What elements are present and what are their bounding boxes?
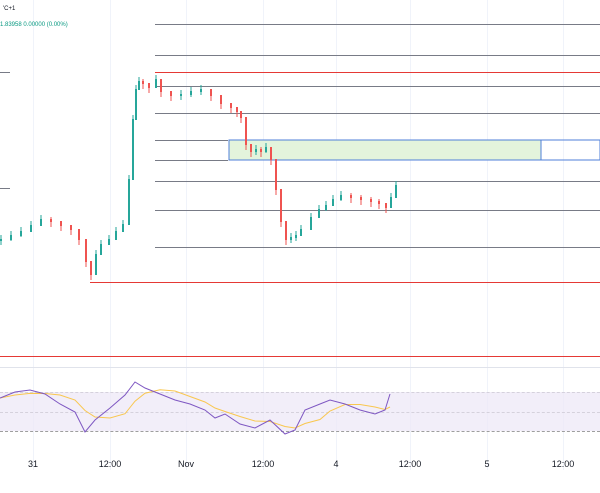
level-line[interactable] [155,210,600,211]
x-axis-label: 4 [333,459,339,469]
level-line[interactable] [0,188,10,189]
candle-body [10,235,12,240]
candle-body [160,79,162,92]
candle-body [115,231,117,240]
candle-body [142,81,144,84]
candle-body [310,217,312,230]
candle-body [70,225,72,230]
grid-line [487,0,488,470]
candle-body [270,147,272,160]
candle-body [340,195,342,200]
candle-body [240,111,242,118]
level-line[interactable] [155,24,600,25]
candle-body [128,179,130,225]
candle-body [360,197,362,200]
candle-body [122,224,124,232]
grid-line [410,0,411,470]
level-line[interactable] [155,113,600,114]
candle-body [50,219,52,222]
candle-body [95,254,97,275]
candle-body [350,195,352,198]
candle-body [385,203,387,208]
candle-body [132,119,134,180]
candle-body [135,89,137,120]
indicator-ma-line [0,389,391,429]
candle-body [78,229,80,240]
x-axis-label: 12:00 [551,459,575,469]
candle-body [332,199,334,206]
candle-body [138,81,140,90]
candle-body [295,235,297,238]
candle-body [370,199,372,202]
candle-body [395,185,397,198]
indicator-band [0,392,600,431]
candle-body [378,201,380,204]
indicator-lower-band [0,431,600,432]
zone-box [228,139,542,161]
candle-body [255,149,257,152]
level-line[interactable] [155,181,600,182]
candle-body [290,237,292,240]
grid-line [263,0,264,470]
candle-body [108,239,110,245]
x-axis-label: 12:00 [98,459,122,469]
candle-body [300,229,302,236]
candle-body [0,239,2,241]
candle-body [210,89,212,96]
candle-body [265,147,267,152]
zone-extension [540,139,600,161]
candle-body [220,95,222,104]
level-line[interactable] [155,55,600,56]
candle-body [285,221,287,240]
price-readout: 1.83958 0.00000 (0.00%) [0,22,68,28]
candle-body [390,197,392,208]
candle-body [40,219,42,226]
candle-body [90,261,92,275]
pane-separator [0,367,600,368]
range-low-line[interactable] [90,282,600,283]
grid-line [186,0,187,470]
candle-body [180,94,182,96]
level-line[interactable] [155,140,228,141]
grid-line [33,0,34,470]
x-axis-label: 12:00 [251,459,275,469]
level-line[interactable] [0,72,10,73]
indicator-line [0,381,391,435]
candle-body [275,159,277,190]
grid-line [563,0,564,470]
x-axis-label: 12:00 [398,459,422,469]
candle-body [170,91,172,96]
symbol-suffix: 'C+1 [3,6,16,12]
candle-body [100,244,102,255]
x-axis-label: Nov [177,459,195,469]
grid-line [110,0,111,470]
candle-body [155,79,157,88]
candle-body [30,225,32,232]
candle-body [260,149,262,152]
level-line[interactable] [155,247,600,248]
candle-body [60,221,62,226]
level-line[interactable] [155,160,228,161]
support-line[interactable] [0,356,600,357]
candle-body [318,209,320,218]
candles [0,75,397,280]
candle-body [85,239,87,262]
candle-body [148,83,150,88]
candle-body [230,103,232,108]
x-axis-label: 31 [27,459,39,469]
x-axis-label: 5 [484,459,490,469]
candle-body [20,231,22,236]
level-line[interactable] [155,86,600,87]
candle-body [250,144,252,152]
candle-body [245,117,247,145]
candle-body [200,89,202,92]
candle-body [280,189,282,222]
candle-body [190,91,192,95]
range-high-line[interactable] [155,72,600,73]
candle-body [236,107,238,112]
grid-line [336,0,337,470]
candle-body [325,205,327,210]
